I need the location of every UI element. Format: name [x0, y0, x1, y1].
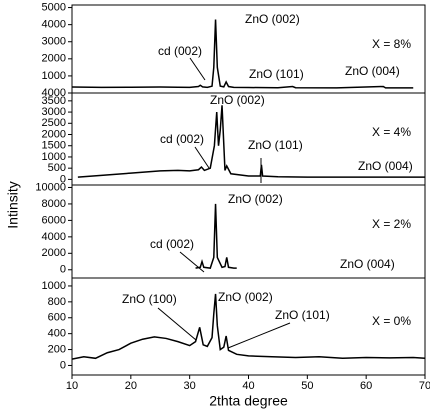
y-tick-label: 1000 — [42, 70, 66, 82]
y-tick-label: 4000 — [42, 19, 66, 31]
annotation: ZnO (100) — [122, 292, 177, 306]
spectrum-line — [77, 105, 425, 178]
annotation-arrow — [157, 307, 197, 341]
annotation: X = 0% — [372, 314, 411, 328]
annotation: cd (002) — [150, 237, 194, 251]
annotation: ZnO (101) — [248, 138, 303, 152]
annotation: X = 4% — [372, 125, 411, 139]
x-tick-label: 40 — [242, 380, 254, 392]
y-tick-label: 3000 — [42, 106, 66, 118]
y-tick-label: 800 — [48, 296, 66, 308]
annotation: ZnO (004) — [345, 64, 400, 78]
y-tick-label: 3000 — [42, 36, 66, 48]
y-tick-label: 3500 — [42, 95, 66, 107]
x-tick-label: 30 — [184, 380, 196, 392]
y-tick-label: 600 — [48, 312, 66, 324]
y-tick-label: 2000 — [42, 247, 66, 259]
x-tick-label: 50 — [301, 380, 313, 392]
annotation-arrow — [194, 146, 210, 169]
y-tick-label: 8000 — [42, 198, 66, 210]
y-tick-label: 400 — [48, 328, 66, 340]
x-tick-label: 20 — [125, 380, 137, 392]
annotation: ZnO (002) — [245, 12, 300, 26]
y-tick-label: 2000 — [42, 128, 66, 140]
y-tick-label: 4000 — [42, 87, 66, 99]
y-tick-label: 2500 — [42, 117, 66, 129]
annotation: cd (002) — [160, 132, 204, 146]
x-tick-label: 60 — [360, 380, 372, 392]
y-tick-label: 1500 — [42, 140, 66, 152]
y-tick-label: 0 — [60, 173, 66, 185]
annotation: ZnO (004) — [358, 159, 413, 173]
y-tick-label: 1000 — [42, 280, 66, 292]
y-axis-label: Intinsity — [5, 181, 21, 228]
y-tick-label: 0 — [60, 264, 66, 276]
annotation: X = 2% — [372, 217, 411, 231]
y-tick-label: 1000 — [42, 151, 66, 163]
annotation-arrow — [179, 251, 205, 273]
annotation: ZnO (004) — [340, 257, 395, 271]
annotation: ZnO (101) — [275, 308, 330, 322]
y-tick-label: 4000 — [42, 231, 66, 243]
x-axis-label: 2thta degree — [209, 393, 288, 409]
annotation: ZnO (101) — [249, 67, 304, 81]
x-tick-label: 70 — [419, 380, 430, 392]
y-tick-label: 5000 — [42, 1, 66, 13]
spectrum-line — [71, 19, 414, 89]
annotation: cd (002) — [158, 44, 202, 58]
annotation: ZnO (002) — [228, 192, 283, 206]
y-tick-label: 2000 — [42, 53, 66, 65]
annotation: ZnO (002) — [210, 93, 265, 107]
annotation-arrow — [227, 322, 291, 349]
annotation: ZnO (002) — [218, 290, 273, 304]
x-tick-label: 10 — [66, 380, 78, 392]
y-tick-label: 0 — [60, 359, 66, 371]
y-tick-label: 10000 — [35, 181, 66, 193]
y-tick-label: 500 — [48, 162, 66, 174]
annotation-arrow — [189, 57, 206, 81]
annotation: X = 8% — [372, 37, 411, 51]
spectrum-line — [71, 293, 426, 360]
spectrum-line — [195, 203, 237, 269]
y-tick-label: 6000 — [42, 214, 66, 226]
y-tick-label: 200 — [48, 343, 66, 355]
